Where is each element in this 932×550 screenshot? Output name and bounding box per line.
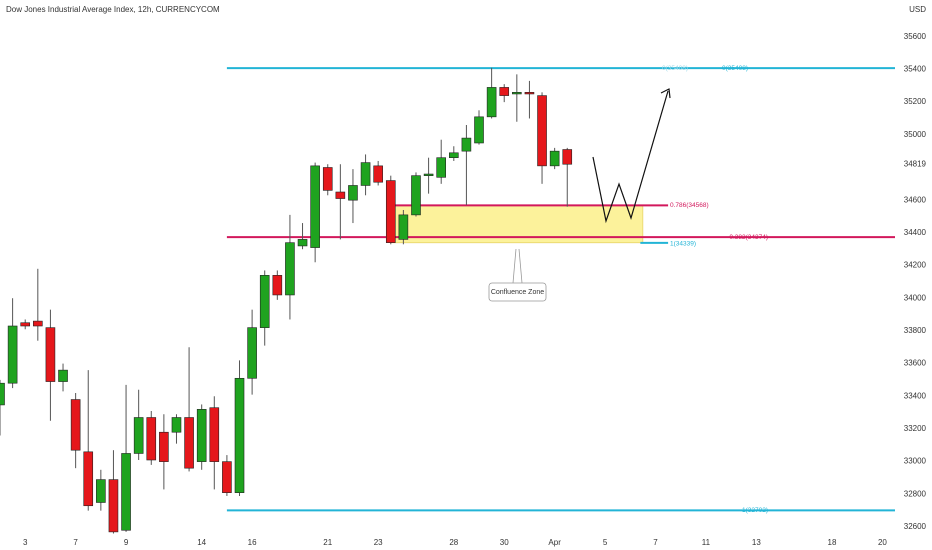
candle-body [360,162,371,186]
x-tick-label: 7 [73,538,78,547]
candle-body [159,431,169,462]
callout-pointer [512,248,523,284]
candle-body [285,242,295,296]
arrow-head [660,88,671,99]
level-label: 1(32702) [742,507,768,514]
candle-body [83,451,94,507]
candle-body [499,87,510,96]
candle-body [96,479,106,503]
x-tick-label: 7 [653,538,658,547]
candle-body [449,152,459,158]
y-tick-label: 33400 [904,391,927,400]
candle-body [196,409,207,462]
y-tick-label: 33200 [904,424,927,433]
x-tick-label: 5 [603,538,608,547]
candle-body [171,417,182,433]
x-tick-label: 3 [23,538,28,547]
candle-body [348,185,358,201]
projection-path [592,90,669,224]
candle-body [108,479,119,533]
candle-body [297,239,308,247]
level-label: 0.382(34374) [729,234,768,241]
x-tick-label: 11 [702,538,711,547]
candle-body [385,180,396,243]
candle-body [121,453,131,531]
y-tick-label: 34200 [904,261,927,270]
candle-body [209,407,220,462]
candle-body [146,417,157,461]
y-tick-label: 33600 [904,359,927,368]
candle-body [7,325,18,384]
x-tick-label: 16 [248,538,257,547]
last-price-label: 34819 [904,159,927,168]
candle-body [259,275,270,328]
candle-body [184,417,194,469]
candle-body [436,157,446,178]
candle-body [537,95,547,167]
candle-body [335,191,346,199]
candle-body [411,175,421,216]
y-tick-label: 34400 [904,228,927,237]
y-tick-label: 35200 [904,97,927,106]
y-tick-label: 35400 [904,65,927,74]
candle-body [423,173,434,176]
candle-body [322,167,333,191]
candle-body [70,399,81,451]
x-tick-label: 20 [878,538,887,547]
y-tick-label: 34600 [904,195,927,204]
candle-body [33,320,43,327]
candle-body [373,165,383,183]
candle-body [398,214,409,240]
level-label-ghost: 0(35408) [662,65,688,72]
y-tick-label: 35600 [904,32,927,41]
level-label: 1(34339) [670,241,696,248]
candle-body [474,116,484,144]
candle-layer [0,67,573,534]
x-tick-label: Apr [548,538,561,547]
annotation-layer: Confluence Zone 0(35408) 0.382(34374) 0.78… [488,65,768,514]
candle-body [486,87,497,118]
x-tick-label: 18 [828,538,837,547]
x-tick-label: 23 [374,538,383,547]
y-tick-label: 32800 [904,489,927,498]
level-layer [226,67,895,512]
candle-body [0,382,5,406]
callout-box [488,282,547,302]
level-label: 0.786(34568) [670,202,709,209]
candle-body [222,461,232,493]
y-tick-label: 33000 [904,457,927,466]
candle-body [512,92,522,95]
currency: USD [909,5,926,14]
level-label: 0(35408) [722,65,748,72]
x-tick-label: 9 [124,538,129,547]
candle-body [20,322,31,327]
candle-body [310,165,320,248]
y-tick-label: 32600 [904,522,927,531]
candle-body [524,92,535,95]
x-tick-label: 28 [449,538,458,547]
candle-body [461,137,472,152]
candle-body [247,327,257,379]
x-tick-label: 14 [197,538,206,547]
y-tick-label: 35000 [904,130,927,139]
x-tick-label: 30 [500,538,509,547]
candle-body [562,149,573,165]
candle-body [234,377,245,493]
y-tick-label: 34000 [904,293,927,302]
candle-body [58,369,68,382]
x-tick-label: 13 [752,538,761,547]
chart-title: Dow Jones Industrial Average Index, 12h,… [6,5,220,14]
candle-body [45,327,56,382]
candle-body [133,417,144,454]
candle-body [549,150,560,167]
candle-body [272,275,283,296]
callout-label: Confluence Zone [491,289,544,296]
y-tick-label: 33800 [904,326,927,335]
x-tick-label: 21 [323,538,332,547]
